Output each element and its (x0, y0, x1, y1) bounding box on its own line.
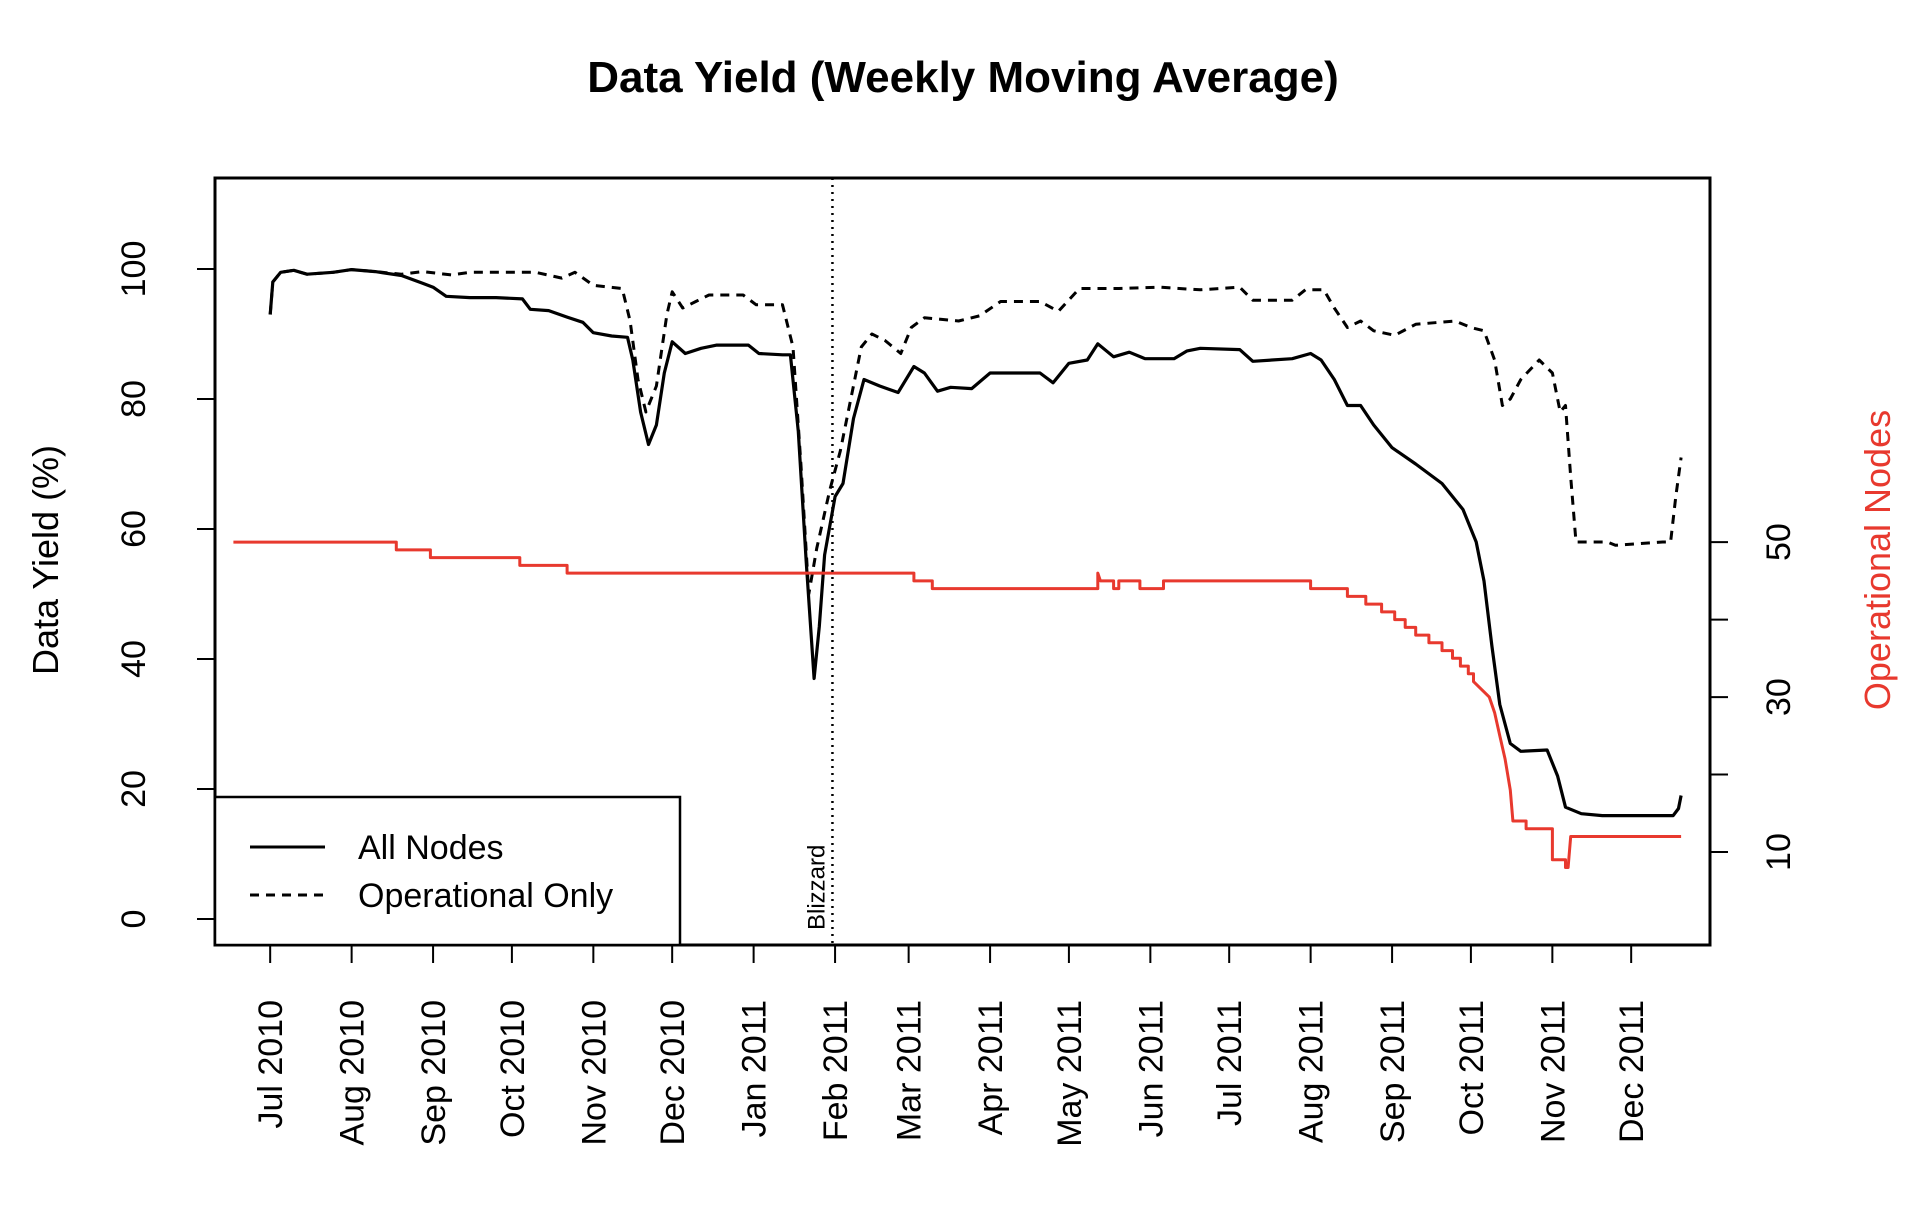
x-tick-label: May 2011 (1051, 1000, 1089, 1147)
y2-tick-label: 10 (1760, 833, 1798, 871)
x-tick-label: Nov 2011 (1534, 1000, 1572, 1143)
chart-title: Data Yield (Weekly Moving Average) (587, 53, 1339, 102)
x-tick-label: Apr 2011 (972, 1000, 1010, 1135)
y2-tick-label: 50 (1760, 523, 1798, 561)
legend-label: Operational Only (358, 877, 613, 915)
y-axis-label: Data Yield (%) (25, 445, 66, 675)
y2-tick-label: 30 (1760, 678, 1798, 716)
y-tick-label: 60 (115, 510, 153, 548)
x-tick-label: Sep 2010 (415, 1000, 453, 1146)
y-tick-label: 40 (115, 640, 153, 678)
x-tick-label: Oct 2010 (494, 1000, 532, 1138)
x-tick-label: Feb 2011 (817, 1000, 855, 1141)
x-tick-label: Sep 2011 (1374, 1000, 1412, 1143)
plot-area: Blizzard (233, 178, 1683, 945)
x-tick-label: Jun 2011 (1132, 1000, 1170, 1137)
x-tick-label: Mar 2011 (891, 1000, 929, 1141)
plot-frame (213, 176, 1712, 947)
x-tick-label: Dec 2011 (1613, 1000, 1651, 1143)
x-tick-label: Dec 2010 (654, 1000, 692, 1146)
series-line-operational-nodes (233, 540, 1682, 869)
annotation-label: Blizzard (803, 845, 830, 930)
x-tick-label: Aug 2010 (334, 1000, 372, 1146)
series-line-all-nodes (268, 268, 1683, 818)
axes: 0 20 40 60 80 100 10 30 50 Jul 2010 Aug 2010 Sep 20… (115, 176, 1798, 1147)
legend-box (213, 795, 682, 947)
x-tick-label: Oct 2011 (1453, 1000, 1491, 1135)
x-tick-label: Jan 2011 (736, 1000, 774, 1137)
y-tick-label: 20 (115, 770, 153, 808)
y-tick-label: 0 (115, 910, 153, 929)
legend: All Nodes Operational Only (213, 795, 682, 947)
series-line-operational-only (268, 268, 1683, 596)
y2-axis-label: Operational Nodes (1857, 410, 1898, 710)
y-tick-label: 80 (115, 380, 153, 418)
x-tick-label: Jul 2010 (252, 1000, 290, 1129)
x-tick-label: Nov 2010 (575, 1000, 613, 1146)
legend-label: All Nodes (358, 829, 504, 867)
x-tick-label: Jul 2011 (1211, 1000, 1249, 1126)
x-tick-label: Aug 2011 (1293, 1000, 1331, 1143)
y-tick-label: 100 (115, 241, 153, 298)
